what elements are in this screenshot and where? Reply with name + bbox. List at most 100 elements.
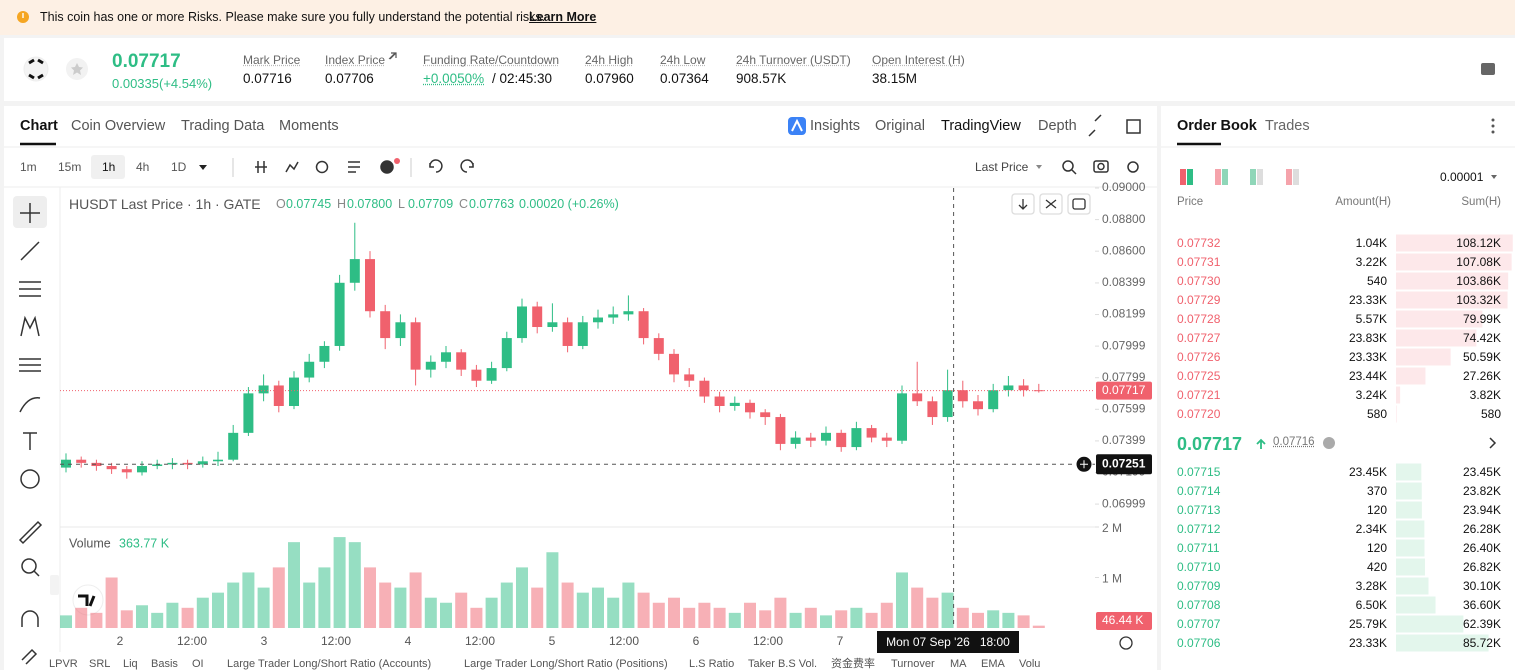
stat-value: 908.57K [736,71,787,86]
row-price: 0.07707 [1177,617,1221,631]
legend-value: 0.07800 [347,197,393,211]
depth-bar [1396,520,1425,538]
view-tab[interactable]: TradingView [941,118,1021,134]
chevron[interactable] [1489,437,1497,449]
volume-bar [820,615,832,628]
volume-tick-label: 2 M [1102,521,1122,535]
row-sum: 23.94K [1462,503,1501,517]
interval-button[interactable]: 1h [102,160,116,174]
view-tab[interactable]: Original [875,118,925,134]
indicator-tab[interactable]: Liq [123,658,138,670]
candle-body [973,401,983,410]
more-icon[interactable] [1491,118,1495,134]
depth-bar [1396,634,1489,652]
row-sum: 26.82K [1462,560,1501,574]
y-tick-label: 0.07799 [1102,370,1146,384]
candle-body [790,437,801,444]
banner-link[interactable]: Learn More [529,10,597,24]
indicator-tab[interactable]: Basis [151,658,178,670]
interval-button[interactable]: 15m [58,160,82,174]
tradingview-logo [72,584,104,616]
volume-bar [227,582,240,628]
indicator-tab[interactable]: Turnover [891,658,935,670]
toolbar-icons[interactable] [232,114,1141,177]
row-sum: 85.72K [1462,636,1501,650]
indicator-tab[interactable]: Large Trader Long/Short Ratio (Accounts) [227,658,432,670]
volume-bar [865,612,878,628]
crosshair-time-tag [877,631,1019,653]
chart-tab[interactable]: Chart [20,118,58,134]
candle-body [851,428,862,448]
volume-bar [972,612,984,628]
volume-bar [348,542,361,628]
candle-body [775,417,786,444]
indicator-tab[interactable]: 资金费率 [831,658,875,670]
row-sum: 108.12K [1456,236,1501,250]
candle-body [836,432,847,448]
volume-bar [333,537,346,628]
row-sum: 36.60K [1462,598,1501,612]
chart-tab[interactable]: Moments [279,118,339,134]
interval-button[interactable]: 1m [20,160,37,174]
depth-bar [1396,234,1513,252]
trades-tab[interactable]: Trades [1265,118,1310,134]
candle-body [182,462,193,465]
depth-bar [1396,596,1436,614]
volume-bar [303,582,316,628]
candle-body [562,322,573,346]
volume-bar [1002,612,1015,628]
drawing-tools[interactable] [18,203,43,665]
candle-body [653,338,664,354]
depth-bar [1396,405,1397,423]
interval-button[interactable]: 4h [136,160,150,174]
chart-tab[interactable]: Coin Overview [71,118,166,134]
orderbook-panel [1161,106,1515,670]
depth-bar [1396,310,1483,328]
indicator-tab[interactable]: Volu [1019,658,1041,670]
precision-select[interactable]: 0.00001 [1440,170,1484,184]
volume-bar [911,587,924,628]
orderbook-tab[interactable]: Order Book [1177,118,1257,134]
row-sum: 107.08K [1456,255,1501,269]
collapse-handle[interactable] [50,575,59,595]
row-price: 0.07721 [1177,388,1221,402]
x-tick-label: 3 [261,634,268,648]
candle-body [927,401,938,418]
indicator-tab[interactable]: MA [950,658,967,670]
view-tab[interactable]: Depth [1038,118,1077,134]
indicator-tab[interactable]: Large Trader Long/Short Ratio (Positions… [464,658,668,670]
legend-key: L [398,197,405,211]
x-tick-label: 12:00 [609,634,639,648]
indicator-tab[interactable]: LPVR [49,658,78,670]
row-amount: 6.50K [1355,598,1387,612]
depth-bar [1396,348,1451,366]
candle-body [1003,385,1014,391]
indicator-tab[interactable]: Taker B.S Vol. [748,658,818,670]
panel-icon[interactable] [1481,63,1495,75]
row-price: 0.07726 [1177,350,1221,364]
chart-tab[interactable]: Trading Data [181,118,265,134]
y-tick-label: 0.08600 [1102,243,1146,257]
chart-buttons[interactable] [1011,193,1133,650]
candle-body [912,393,923,402]
interval-button[interactable]: 1D [171,160,187,174]
depth-bar [1396,577,1429,595]
volume-bar [1017,615,1030,628]
indicator-tab[interactable]: SRL [89,658,111,670]
row-price: 0.07731 [1177,255,1221,269]
row-amount: 420 [1366,560,1387,574]
volume-tag [1096,612,1152,630]
volume-bar [987,610,1000,628]
indicator-tab[interactable]: EMA [981,658,1005,670]
stat-value: 0.07706 [325,71,374,86]
volume-bar [90,612,103,628]
indicator-tab[interactable]: OI [192,658,204,670]
row-price: 0.07710 [1177,560,1221,574]
row-amount: 23.83K [1348,331,1387,345]
candle-body [729,402,740,406]
row-amount: 23.44K [1348,369,1387,383]
layout-icons[interactable] [1180,169,1299,185]
view-tab[interactable]: Insights [810,118,860,134]
indicator-tab[interactable]: L.S Ratio [689,658,735,670]
price-type-select[interactable]: Last Price [975,160,1029,174]
